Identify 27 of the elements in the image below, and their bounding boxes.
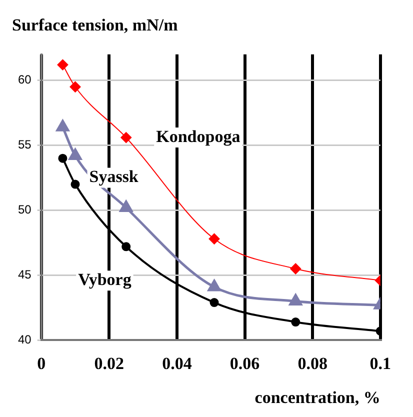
x-tick-label: 0.1 — [370, 354, 391, 373]
y-tick-label: 40 — [18, 332, 32, 347]
x-axis-title: concentration, % — [254, 388, 380, 408]
point — [210, 298, 219, 308]
y-tick-label: 50 — [18, 202, 32, 217]
point — [57, 59, 68, 70]
y-tick-label: 45 — [18, 268, 32, 282]
x-tick-label: 0.02 — [94, 354, 124, 373]
x-tick-label: 0.06 — [230, 354, 260, 373]
y-tick-label: 60 — [18, 72, 32, 87]
point — [290, 263, 302, 274]
x-tick-label: 0.08 — [298, 354, 328, 373]
y-axis-title: Surface tension, mN/m — [12, 16, 178, 35]
x-tick-label: 0 — [37, 354, 46, 373]
point — [70, 81, 81, 92]
series-label: Kondopoga — [156, 126, 241, 146]
point — [208, 280, 221, 292]
point — [58, 154, 68, 163]
point — [122, 242, 131, 252]
series-label: Vyborg — [78, 270, 132, 290]
point — [291, 318, 300, 327]
point — [120, 132, 132, 144]
series-label: Syassk — [89, 167, 139, 186]
x-tick-label: 0.04 — [162, 354, 192, 373]
point — [70, 180, 80, 189]
point — [208, 233, 220, 244]
y-tick-label: 55 — [18, 138, 32, 152]
